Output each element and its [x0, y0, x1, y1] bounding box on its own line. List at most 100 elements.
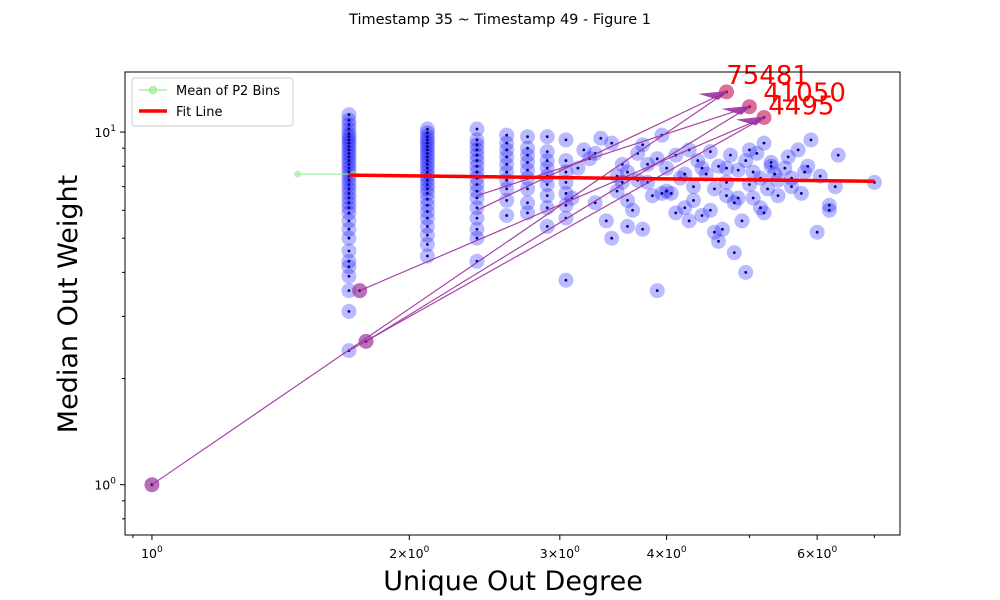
data-point-center	[545, 135, 549, 139]
data-point-center	[564, 191, 568, 195]
annotation-arrowhead	[721, 105, 752, 115]
figure-title: Timestamp 35 ~ Timestamp 49 - Figure 1	[348, 12, 651, 28]
data-point-center	[505, 178, 509, 182]
data-point-center	[347, 236, 351, 240]
data-point-center	[796, 148, 800, 152]
data-point-center	[641, 227, 645, 231]
data-point-center	[347, 289, 351, 293]
data-point-center	[704, 172, 708, 176]
data-point-center	[620, 180, 624, 184]
data-point-center	[700, 166, 704, 170]
data-point-center	[660, 191, 664, 195]
legend-fit-label: Fit Line	[176, 105, 222, 120]
p2-bins-marker	[293, 170, 301, 178]
data-point-center	[347, 201, 351, 205]
legend-p2-swatch-marker	[149, 86, 157, 94]
data-point-center	[700, 214, 704, 217]
annotation-arrow	[151, 91, 727, 486]
data-point-center	[505, 198, 509, 202]
data-point-center	[564, 203, 568, 207]
data-point-center	[641, 143, 645, 147]
data-point-center	[766, 187, 769, 191]
data-point-center	[475, 227, 479, 231]
data-point-center	[564, 180, 568, 184]
data-point-center	[759, 206, 762, 210]
data-point-center	[655, 289, 659, 293]
data-point-center	[505, 214, 509, 217]
data-point-center	[347, 187, 351, 191]
annotation-arrow	[476, 106, 750, 197]
data-point-center	[347, 170, 351, 174]
data-point-center	[347, 227, 351, 231]
data-point-center	[725, 194, 728, 198]
data-point-center	[425, 233, 429, 237]
data-point-center	[827, 208, 831, 212]
data-point-center	[347, 183, 351, 186]
data-point-center	[526, 187, 529, 191]
data-point-center	[655, 157, 659, 161]
data-point-center	[651, 194, 654, 198]
data-point-center	[347, 151, 351, 155]
data-point-center	[626, 170, 629, 174]
plot-frame	[124, 71, 901, 536]
data-point-center	[545, 150, 549, 154]
data-point-center	[669, 191, 673, 195]
data-point-center	[729, 153, 732, 157]
data-point-center	[717, 239, 720, 243]
x-tick-label: 2×100	[389, 545, 429, 561]
annotation-arrowhead	[698, 90, 729, 100]
data-point-center	[475, 148, 479, 152]
data-point-center	[425, 148, 429, 152]
data-point-center	[505, 141, 509, 145]
annotation-arrows	[151, 90, 767, 486]
data-point-center	[425, 141, 429, 145]
data-point-center	[425, 170, 429, 174]
data-point-center	[425, 151, 429, 155]
data-point-center	[425, 131, 429, 135]
data-point-center	[425, 187, 429, 191]
data-point-center	[809, 138, 813, 142]
legend: Mean of P2 Bins Fit Line	[131, 77, 294, 127]
plot-background	[125, 72, 900, 535]
data-point-center	[425, 203, 429, 207]
data-point-center	[425, 138, 429, 142]
data-point-center	[475, 153, 479, 157]
data-point-center	[425, 225, 429, 228]
data-point-center	[505, 170, 509, 174]
annotation-arrowhead	[736, 116, 767, 126]
data-point-center	[347, 127, 351, 131]
data-point-center	[736, 168, 740, 172]
data-point-center	[425, 166, 429, 170]
data-point-center	[545, 183, 549, 186]
data-point-center	[425, 197, 429, 201]
data-point-center	[708, 150, 712, 154]
data-point-center	[683, 206, 687, 210]
data-point-center	[692, 185, 695, 189]
data-point-center	[347, 166, 351, 170]
data-point-center	[786, 155, 790, 159]
data-point-center	[425, 159, 429, 162]
fit-line	[348, 173, 875, 184]
annotation-label: 41050	[763, 79, 846, 109]
annotation-arrow	[365, 106, 750, 342]
data-point-center	[475, 196, 479, 200]
data-point-center	[347, 155, 351, 159]
data-point-center	[725, 166, 728, 170]
data-point-center	[347, 148, 351, 152]
data-point-center	[708, 208, 712, 212]
data-point-center	[347, 138, 351, 142]
data-point-center	[347, 219, 351, 223]
data-point-center	[803, 170, 806, 174]
data-point-center	[425, 243, 429, 246]
data-point-center	[475, 143, 479, 147]
data-point-center	[674, 211, 678, 215]
data-point-center	[475, 159, 479, 162]
data-point-center	[347, 249, 351, 253]
data-point-center	[545, 166, 549, 170]
data-point-center	[769, 164, 773, 168]
data-point-center	[347, 135, 351, 139]
data-point-center	[762, 141, 766, 145]
data-point-center	[646, 162, 649, 166]
data-point-center	[687, 219, 691, 223]
data-point-center	[347, 132, 351, 135]
